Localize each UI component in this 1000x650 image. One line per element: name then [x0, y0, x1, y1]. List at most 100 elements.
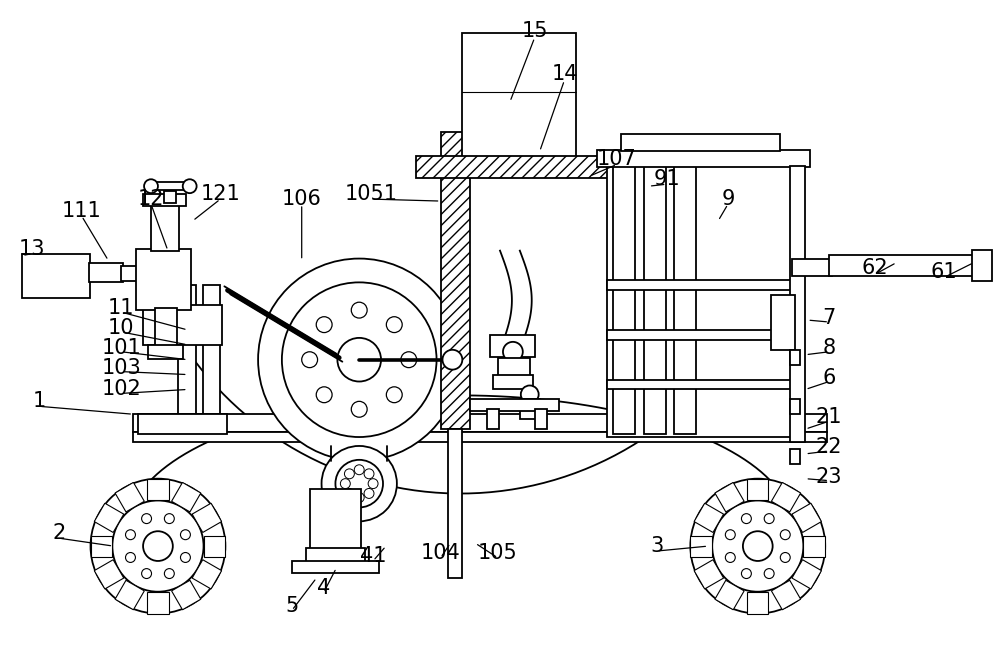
- Circle shape: [144, 179, 158, 193]
- Circle shape: [180, 530, 190, 540]
- Circle shape: [91, 478, 225, 614]
- Polygon shape: [792, 560, 821, 589]
- Circle shape: [780, 530, 790, 540]
- Circle shape: [143, 531, 173, 561]
- Circle shape: [764, 514, 774, 523]
- Bar: [771, 295, 795, 350]
- Circle shape: [164, 569, 174, 578]
- Circle shape: [164, 514, 174, 523]
- Text: 102: 102: [101, 380, 141, 400]
- Polygon shape: [172, 482, 201, 512]
- Bar: [790, 399, 800, 414]
- Circle shape: [743, 531, 773, 561]
- Text: 121: 121: [201, 184, 240, 204]
- Bar: [155, 308, 177, 346]
- Polygon shape: [172, 580, 201, 610]
- Text: 107: 107: [597, 150, 637, 170]
- Polygon shape: [747, 478, 768, 500]
- Circle shape: [442, 350, 462, 370]
- Bar: [133, 432, 827, 442]
- Text: 9: 9: [721, 189, 735, 209]
- Circle shape: [401, 352, 417, 368]
- Text: 111: 111: [62, 201, 101, 221]
- Text: 7: 7: [823, 308, 836, 328]
- Text: 41: 41: [360, 546, 386, 566]
- Bar: [490, 335, 535, 357]
- Bar: [178, 285, 196, 414]
- Bar: [441, 132, 470, 429]
- Bar: [148, 182, 193, 190]
- Bar: [493, 374, 533, 389]
- Circle shape: [725, 530, 735, 540]
- Bar: [138, 414, 227, 434]
- Polygon shape: [715, 482, 744, 512]
- Text: 6: 6: [822, 367, 836, 387]
- Polygon shape: [771, 580, 801, 610]
- Bar: [597, 150, 810, 167]
- Circle shape: [282, 282, 437, 437]
- Polygon shape: [115, 482, 144, 512]
- Circle shape: [316, 387, 332, 403]
- Bar: [416, 157, 609, 178]
- Bar: [143, 194, 186, 206]
- Circle shape: [351, 401, 367, 417]
- Polygon shape: [204, 536, 225, 556]
- Circle shape: [712, 500, 803, 592]
- Circle shape: [386, 387, 402, 403]
- Text: 62: 62: [861, 259, 888, 278]
- Text: 105: 105: [478, 543, 518, 563]
- Circle shape: [316, 317, 332, 333]
- Circle shape: [258, 259, 460, 461]
- Text: 23: 23: [816, 467, 842, 487]
- Bar: [829, 255, 976, 276]
- Bar: [621, 134, 780, 151]
- Text: 22: 22: [816, 437, 842, 457]
- Text: 10: 10: [108, 318, 135, 338]
- Circle shape: [126, 552, 135, 562]
- Bar: [136, 249, 191, 310]
- Bar: [607, 161, 795, 437]
- Circle shape: [521, 385, 539, 403]
- Circle shape: [764, 569, 774, 578]
- Bar: [790, 449, 800, 464]
- Polygon shape: [192, 503, 222, 532]
- Polygon shape: [147, 478, 169, 500]
- Bar: [498, 358, 530, 376]
- Text: 5: 5: [285, 595, 298, 616]
- Bar: [607, 280, 795, 291]
- Text: 3: 3: [650, 536, 663, 556]
- Bar: [674, 166, 696, 434]
- Circle shape: [364, 489, 374, 499]
- Bar: [487, 410, 499, 429]
- Polygon shape: [147, 592, 169, 614]
- Polygon shape: [792, 503, 821, 532]
- Circle shape: [183, 179, 197, 193]
- Bar: [121, 265, 139, 281]
- Bar: [306, 548, 365, 563]
- Bar: [607, 380, 795, 389]
- Bar: [792, 259, 832, 276]
- Polygon shape: [694, 560, 724, 589]
- Text: 61: 61: [931, 263, 957, 283]
- Circle shape: [344, 489, 354, 499]
- Text: 21: 21: [816, 407, 842, 427]
- Bar: [613, 166, 635, 434]
- Text: 12: 12: [138, 189, 164, 209]
- Bar: [310, 489, 361, 556]
- Polygon shape: [94, 560, 124, 589]
- Circle shape: [354, 465, 364, 474]
- Text: 14: 14: [551, 64, 578, 84]
- Circle shape: [126, 530, 135, 540]
- Circle shape: [741, 569, 751, 578]
- Circle shape: [741, 514, 751, 523]
- Text: 8: 8: [823, 338, 836, 358]
- Circle shape: [142, 514, 152, 523]
- Text: 2: 2: [52, 523, 65, 543]
- Bar: [972, 250, 992, 281]
- Circle shape: [351, 302, 367, 318]
- Circle shape: [112, 500, 204, 592]
- Bar: [607, 330, 795, 340]
- Polygon shape: [715, 580, 744, 610]
- Circle shape: [368, 478, 378, 489]
- Bar: [22, 254, 90, 298]
